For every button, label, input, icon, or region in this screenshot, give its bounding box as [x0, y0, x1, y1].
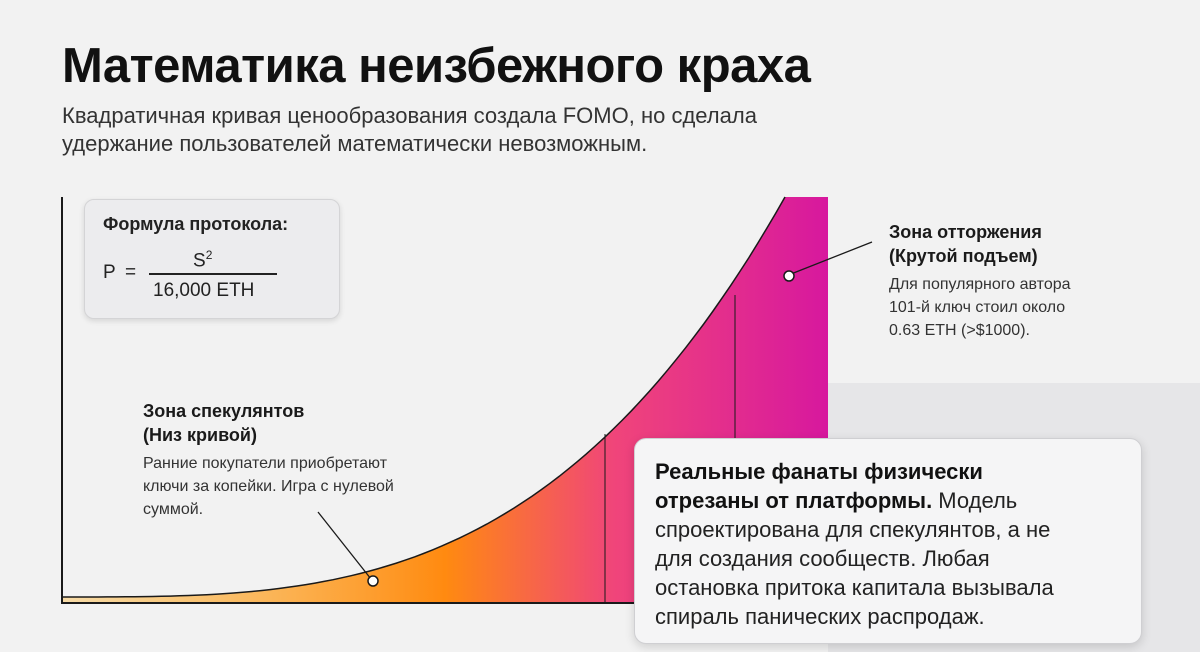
- callout-dot-rejection: [783, 270, 795, 282]
- rejection-text-line-2: 101-й ключ стоил около: [889, 299, 1066, 316]
- fans-line-4: для создания сообществ. Любая: [655, 546, 990, 571]
- fans-bold-line-2: отрезаны от платформы.: [655, 488, 933, 513]
- rejection-zone-text: Для популярного автора 101-й ключ стоил …: [889, 273, 1071, 342]
- speculators-zone-title: Зона спекулянтов (Низ кривой): [143, 399, 304, 447]
- page-title: Математика неизбежного краха: [62, 39, 811, 93]
- rejection-text-line-3: 0.63 ETH (>$1000).: [889, 322, 1030, 339]
- callout-dot-speculators: [367, 575, 379, 587]
- speculators-title-line-2: (Низ кривой): [143, 425, 257, 445]
- fans-callout-box: Реальные фанаты физически отрезаны от пл…: [634, 438, 1142, 644]
- fans-line-6: спираль панических распродаж.: [655, 604, 985, 629]
- page-subtitle: Квадратичная кривая ценообразования созд…: [62, 102, 862, 158]
- formula-equals: =: [125, 262, 137, 283]
- fans-line-5: остановка притока капитала вызывала: [655, 575, 1054, 600]
- fans-text-1: Модель: [932, 488, 1018, 513]
- formula-box: Формула протокола: P = S2 16,000 ETH: [84, 199, 340, 319]
- formula-denominator: 16,000 ETH: [153, 280, 255, 301]
- subtitle-line-1: Квадратичная кривая ценообразования созд…: [62, 103, 757, 128]
- callout-line-speculators: [317, 511, 372, 580]
- fans-line-3: спроектирована для спекулянтов, а не: [655, 517, 1051, 542]
- curve-line: [62, 196, 786, 598]
- subtitle-line-2: удержание пользователей математически не…: [62, 131, 648, 156]
- formula-lhs: P: [103, 262, 116, 283]
- formula-numerator-base: S: [193, 250, 206, 272]
- rejection-zone-title: Зона отторжения (Крутой подъем): [889, 220, 1042, 268]
- speculators-zone-text: Ранние покупатели приобретают ключи за к…: [143, 452, 394, 521]
- rejection-title-line-1: Зона отторжения: [889, 222, 1042, 242]
- formula-numerator: S2: [193, 248, 212, 272]
- rejection-text-line-1: Для популярного автора: [889, 276, 1071, 293]
- fans-line-2: отрезаны от платформы. Модель: [655, 486, 1121, 515]
- fans-line-1: Реальные фанаты физически: [655, 457, 1121, 486]
- callout-line-rejection: [790, 241, 873, 275]
- rejection-title-line-2: (Крутой подъем): [889, 246, 1038, 266]
- formula-label: Формула протокола:: [103, 214, 289, 234]
- fans-bold-line-1: Реальные фанаты физически: [655, 459, 983, 484]
- formula-exponent: 2: [205, 248, 213, 262]
- speculators-text-line-1: Ранние покупатели приобретают: [143, 455, 388, 472]
- speculators-text-line-3: суммой.: [143, 501, 204, 518]
- formula-fraction-bar: [149, 273, 277, 275]
- speculators-text-line-2: ключи за копейки. Игра с нулевой: [143, 478, 394, 495]
- speculators-title-line-1: Зона спекулянтов: [143, 401, 305, 421]
